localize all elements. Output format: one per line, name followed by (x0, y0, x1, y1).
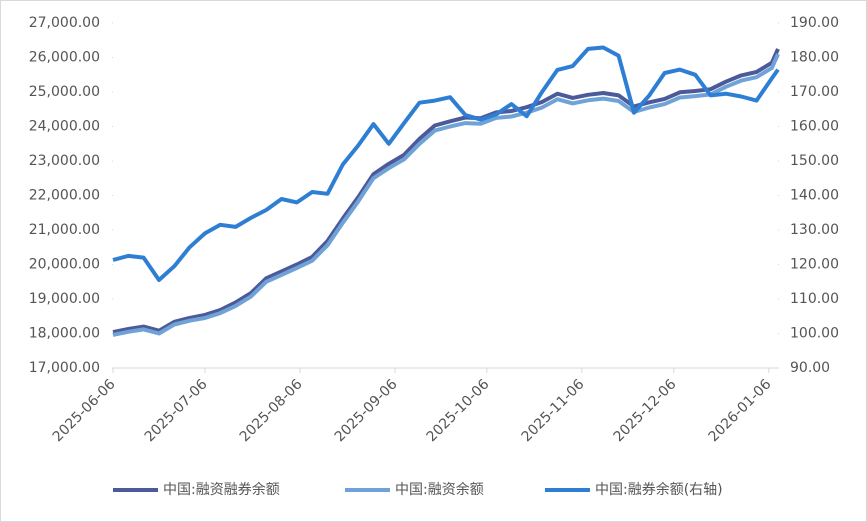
y-tick-label: 27,000.00 (29, 15, 100, 31)
y2-tick-label: 190.00 (790, 15, 839, 31)
y2-tick-label: 140.00 (790, 188, 839, 204)
series-line (112, 45, 780, 282)
legend-label: 中国:融资融券余额 (163, 481, 280, 498)
y2-tick-label: 130.00 (790, 222, 839, 238)
y-tick-label: 24,000.00 (29, 119, 100, 135)
legend-label: 中国:融券余额(右轴) (595, 481, 723, 498)
y2-tick-label: 90.00 (790, 360, 830, 376)
y2-tick-label: 170.00 (790, 84, 839, 100)
series-line (112, 53, 780, 337)
y-tick-label: 20,000.00 (29, 257, 100, 273)
y-tick-label: 19,000.00 (29, 291, 100, 307)
y2-tick-label: 110.00 (790, 291, 839, 307)
y-tick-label: 26,000.00 (29, 50, 100, 66)
y2-tick-label: 150.00 (790, 153, 839, 169)
y-tick-label: 21,000.00 (29, 222, 100, 238)
y2-tick-label: 120.00 (790, 257, 839, 273)
y-tick-label: 23,000.00 (29, 153, 100, 169)
y-tick-label: 18,000.00 (29, 326, 100, 342)
series-line (112, 48, 780, 335)
y2-tick-label: 100.00 (790, 326, 839, 342)
y2-tick-label: 180.00 (790, 50, 839, 66)
y-tick-label: 22,000.00 (29, 188, 100, 204)
y-tick-label: 25,000.00 (29, 84, 100, 100)
y-tick-label: 17,000.00 (29, 360, 100, 376)
legend-label: 中国:融资余额 (395, 481, 484, 498)
y2-tick-label: 160.00 (790, 119, 839, 135)
